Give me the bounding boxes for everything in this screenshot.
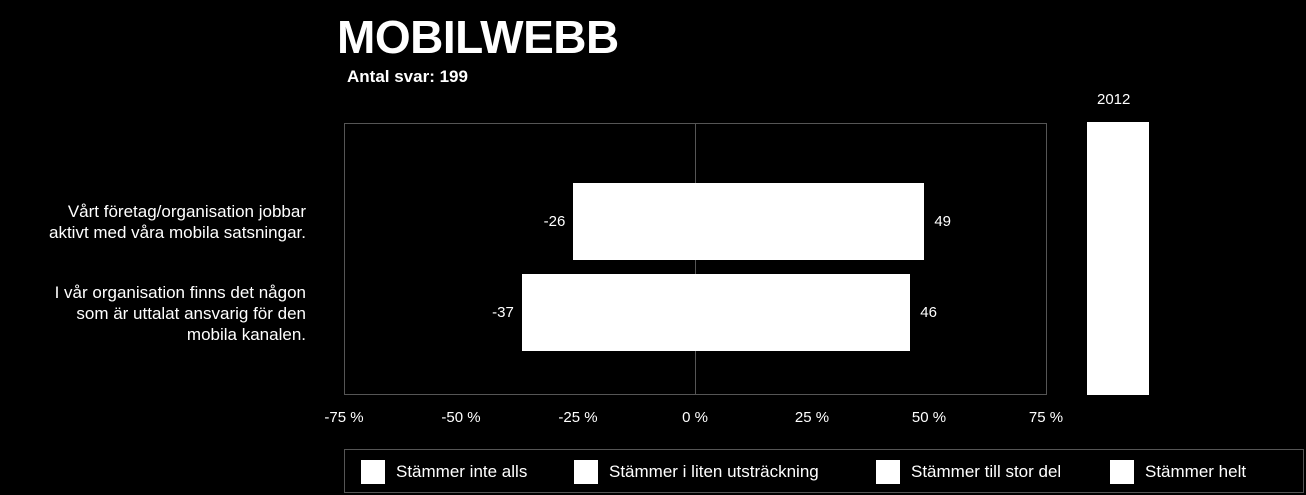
x-tick-label: 75 %: [1028, 409, 1064, 426]
legend-item-large-extent: Stämmer till stor del: [876, 460, 1061, 484]
legend-label: Stämmer inte alls: [396, 462, 528, 481]
data-label-positive: 46: [920, 303, 937, 321]
legend: Stämmer inte alls Stämmer i liten utsträ…: [344, 449, 1304, 493]
category-label-1: Vårt företag/organisation jobbar aktivt m…: [48, 202, 306, 242]
legend-label: Stämmer i liten utsträckning: [609, 462, 819, 481]
year-bar: [1087, 122, 1149, 395]
legend-item-not-at-all: Stämmer inte alls: [361, 460, 527, 484]
x-tick-label: -75 %: [324, 409, 364, 426]
x-tick-label: 50 %: [911, 409, 947, 426]
data-label-negative: -26: [543, 212, 566, 230]
x-tick-label: 0 %: [682, 409, 708, 426]
data-label-negative: -37: [492, 303, 514, 321]
legend-swatch: [574, 460, 598, 484]
chart-title: MOBILWEBB: [337, 11, 619, 63]
data-label-positive: 49: [934, 212, 951, 230]
legend-label: Stämmer till stor del: [911, 462, 1062, 481]
bar-row-1: [573, 183, 925, 260]
legend-label: Stämmer helt: [1145, 462, 1247, 481]
legend-item-fully: Stämmer helt: [1110, 460, 1246, 484]
x-tick-label: 25 %: [794, 409, 830, 426]
year-label: 2012: [1097, 91, 1131, 108]
legend-item-small-extent: Stämmer i liten utsträckning: [574, 460, 819, 484]
x-tick-label: -25 %: [558, 409, 598, 426]
response-count: Antal svar: 199: [347, 67, 468, 86]
legend-swatch: [361, 460, 385, 484]
bar-row-2: [521, 274, 911, 351]
category-label-2: I vår organisation finns det någon som är…: [54, 283, 306, 344]
legend-swatch: [876, 460, 900, 484]
legend-swatch: [1110, 460, 1134, 484]
x-tick-label: -50 %: [441, 409, 481, 426]
